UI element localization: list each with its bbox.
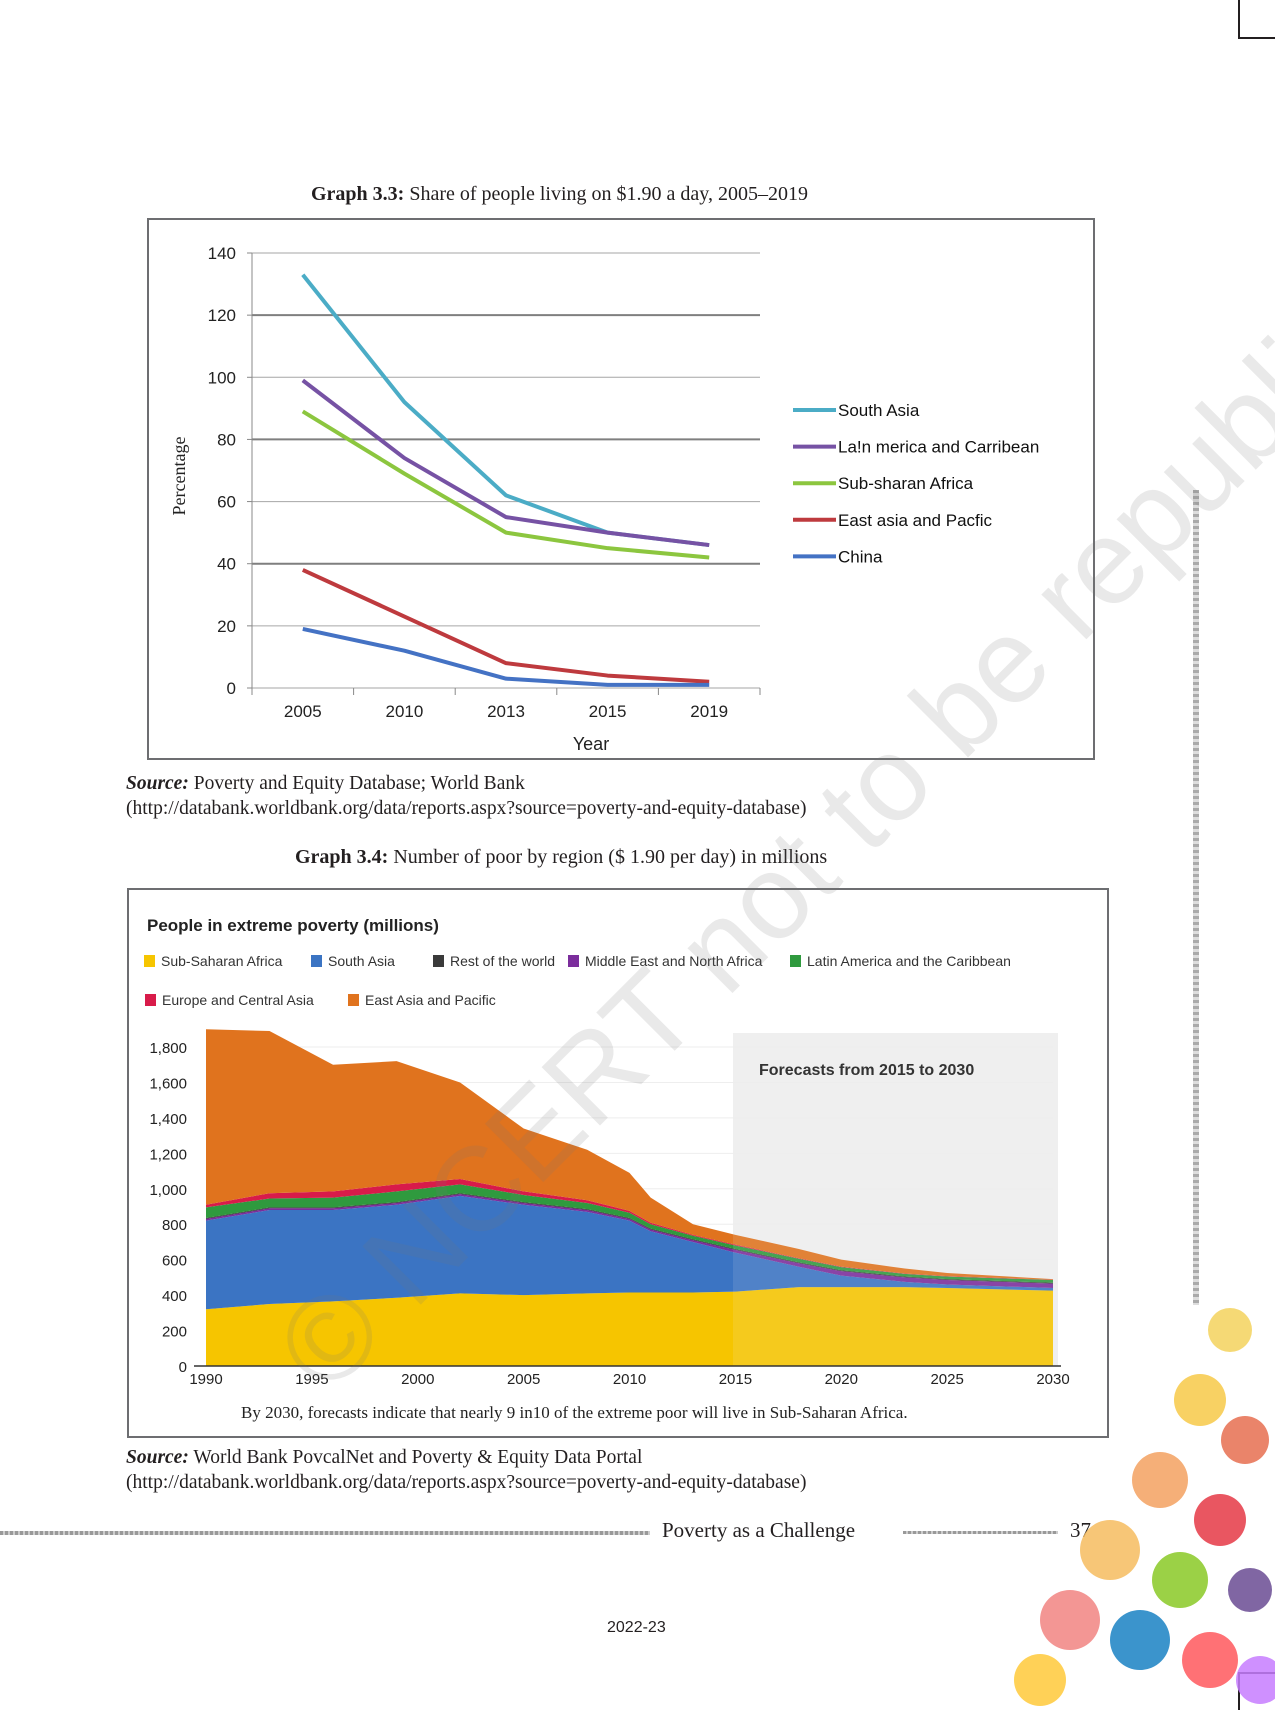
forecast-annotation: Forecasts from 2015 to 2030 [759,1062,974,1079]
children-illustration [1014,1308,1275,1706]
y-tick-label: 1,400 [149,1111,187,1128]
legend-label: Rest of the world [450,953,555,969]
footer-rule-left [0,1531,650,1535]
legend-label: South Asia [838,401,920,420]
edition-year: 2022-23 [607,1619,666,1636]
y-tick-label: 140 [208,244,236,263]
x-tick-label: 2025 [930,1371,963,1388]
area-sub-saharan-africa [206,1287,1053,1366]
y-tick-label: 20 [217,617,236,636]
x-tick-label: 2015 [719,1371,752,1388]
legend-swatch [348,994,359,1006]
x-tick-label: 2015 [589,702,627,721]
y-tick-label: 80 [217,430,236,449]
legend-label: Latin America and the Caribbean [807,953,1011,969]
legend-label: La!n merica and Carribean [838,438,1039,457]
legend-swatch [145,994,156,1006]
legend-label: East asia and Pacfic [838,511,993,530]
graph-3-3-caption: Graph 3.3: Share of people living on $1.… [311,183,808,205]
graph-3-3-source: Source: Poverty and Equity Database; Wor… [126,773,807,819]
stacked-area-chart: People in extreme poverty (millions) Sub-… [144,916,1070,1422]
x-tick-label: 2020 [825,1371,858,1388]
y-tick-label: 100 [208,368,236,387]
line-chart: 0 20 40 60 80 100 120 140 2005 2010 2013 2015 2019 Ye… [169,244,1039,754]
legend-swatch [433,955,444,967]
y-axis-label: Percentage [169,437,189,516]
y-tick-label: 40 [217,555,236,574]
y-tick-label: 120 [208,306,236,325]
y-tick-label: 1,600 [149,1075,187,1092]
x-tick-label: 2013 [487,702,525,721]
x-tick-label: 2030 [1036,1371,1069,1388]
x-tick-label: 2010 [613,1371,646,1388]
legend-label: Sub-sharan Africa [838,474,974,493]
legend-label: Middle East and North Africa [585,953,763,969]
y-tick-label: 0 [227,679,236,698]
y-tick-label: 1,800 [149,1040,187,1057]
x-tick-label: 2005 [507,1371,540,1388]
x-tick-label: 2005 [284,702,322,721]
series-line [301,409,710,560]
x-tick-label: 1995 [295,1371,328,1388]
legend-swatch [144,955,155,967]
legend-swatch [568,955,579,967]
legend-label: South Asia [328,953,395,969]
y-tick-label: 800 [162,1217,187,1234]
area-east-asia-and-pacific [206,1029,1053,1280]
chart-footnote: By 2030, forecasts indicate that nearly … [241,1403,908,1422]
y-tick-label: 200 [162,1324,187,1341]
chart-title: People in extreme poverty (millions) [147,916,439,935]
y-tick-label: 60 [217,493,236,512]
legend-swatch [790,955,801,967]
crop-mark-top [1238,0,1240,38]
margin-decoration [1193,490,1199,1305]
crop-mark-top-h [1238,37,1275,39]
forecast-overlay [733,1033,1058,1366]
x-tick-label: 2010 [385,702,423,721]
y-tick-label: 1,000 [149,1182,187,1199]
footer-rule-right [903,1531,1058,1534]
series-line [301,378,710,548]
x-tick-label: 2000 [401,1371,434,1388]
legend-swatch [311,955,322,967]
legend-label: Europe and Central Asia [162,992,314,1008]
x-axis-label: Year [573,734,609,754]
y-tick-label: 0 [179,1359,187,1376]
legend-label: Sub-Saharan Africa [161,953,283,969]
legend-label: China [838,547,883,566]
x-tick-label: 1990 [189,1371,222,1388]
legend-label: East Asia and Pacific [365,992,496,1008]
graph-3-3-frame: 0 20 40 60 80 100 120 140 2005 2010 2013 2015 2019 Ye… [147,218,1095,760]
graph-3-4-frame: People in extreme poverty (millions) Sub-… [127,888,1109,1438]
y-tick-label: 600 [162,1253,187,1270]
x-tick-label: 2019 [690,702,728,721]
graph-3-4-caption: Graph 3.4: Number of poor by region ($ 1… [295,846,828,868]
graph-3-4-source: Source: World Bank PovcalNet and Poverty… [126,1447,807,1493]
y-tick-label: 1,200 [149,1146,187,1163]
y-tick-label: 400 [162,1288,187,1305]
chapter-title: Poverty as a Challenge [662,1518,856,1542]
area-south-asia [206,1195,1053,1310]
